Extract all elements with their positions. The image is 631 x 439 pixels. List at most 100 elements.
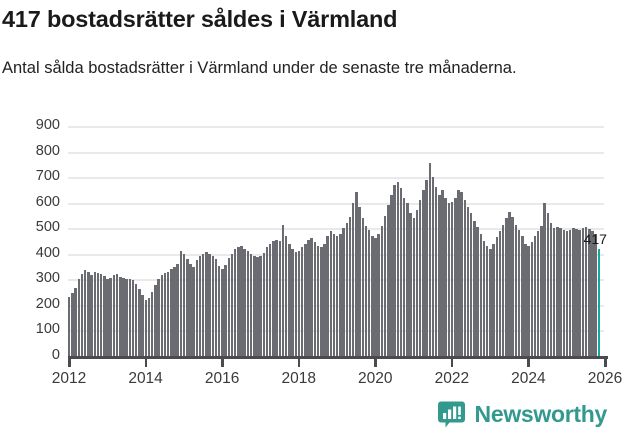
bar <box>138 289 141 356</box>
bar <box>198 255 202 356</box>
y-axis-tick-label: 500 <box>35 219 60 236</box>
bar <box>524 243 527 356</box>
x-axis-tick <box>144 358 148 367</box>
bar <box>345 223 349 356</box>
bar <box>588 228 591 356</box>
x-axis-line <box>68 356 608 359</box>
bar <box>556 226 559 356</box>
bar <box>591 230 594 356</box>
gridline <box>68 202 604 205</box>
bar <box>492 244 495 356</box>
bar <box>517 229 521 356</box>
bar <box>256 256 259 356</box>
bar <box>383 215 387 356</box>
bar <box>125 278 128 356</box>
bar <box>249 253 253 356</box>
bar <box>195 260 199 356</box>
bar <box>533 235 537 356</box>
x-axis-tick <box>221 358 224 367</box>
y-axis-tick-label: 700 <box>35 168 60 185</box>
bar <box>546 212 550 356</box>
bar <box>281 225 285 356</box>
bar <box>253 255 256 356</box>
bar <box>508 212 511 356</box>
bar <box>454 197 457 356</box>
bar <box>288 243 291 356</box>
bar <box>192 266 195 356</box>
bar-series <box>68 126 604 356</box>
bar <box>294 251 297 356</box>
bar <box>441 190 444 356</box>
bar <box>269 243 272 356</box>
bar <box>259 256 262 356</box>
bar-highlight <box>597 249 601 356</box>
x-axis-tick <box>68 358 71 367</box>
bar <box>594 233 597 356</box>
gridline <box>68 126 604 128</box>
page-title: 417 bostadsrätter såldes i Värmland <box>2 6 398 32</box>
bar <box>514 225 518 356</box>
bar <box>329 230 333 356</box>
bar <box>109 278 112 356</box>
bar <box>339 233 342 356</box>
bar <box>466 206 470 356</box>
bar <box>144 300 148 356</box>
x-axis-tick <box>297 358 301 367</box>
y-axis-tick-label: 800 <box>35 142 60 159</box>
bar <box>473 220 476 356</box>
bar <box>103 276 106 356</box>
x-axis-tick-label: 2024 <box>511 370 546 387</box>
bar <box>179 250 183 356</box>
bar <box>240 246 243 356</box>
bar <box>485 246 489 356</box>
bar <box>237 246 240 356</box>
bar <box>460 192 463 356</box>
bar <box>431 177 435 356</box>
bar <box>406 202 409 356</box>
x-axis-tick-label: 2022 <box>434 370 470 387</box>
bar <box>80 273 84 356</box>
x-axis-tick <box>527 358 530 367</box>
bar <box>275 239 278 356</box>
x-axis-tick-label: 2020 <box>358 370 393 387</box>
newsworthy-logo[interactable]: Newsworthy <box>437 400 607 429</box>
bar <box>278 241 282 356</box>
bar <box>489 248 492 356</box>
y-axis-tick-label: 600 <box>35 193 60 210</box>
bar <box>495 237 498 356</box>
bar <box>68 296 71 356</box>
bar <box>422 189 425 356</box>
bar <box>233 249 237 356</box>
bar <box>543 203 546 356</box>
bar <box>390 195 393 356</box>
bar <box>447 202 451 356</box>
bar <box>313 241 317 356</box>
bar <box>342 228 345 356</box>
bar <box>135 284 138 356</box>
bar <box>505 218 508 356</box>
highlight-value-label: 417 <box>583 231 607 248</box>
bar <box>170 269 173 356</box>
x-axis-tick <box>374 358 377 367</box>
bar <box>348 216 352 356</box>
bar <box>364 225 368 356</box>
bar <box>300 247 304 356</box>
bar <box>549 223 553 356</box>
bar <box>90 274 93 356</box>
bar <box>214 259 218 356</box>
bar <box>521 235 524 356</box>
bar <box>316 245 320 356</box>
bar <box>399 187 403 356</box>
x-axis-tick-label: 2016 <box>204 370 240 387</box>
gridline <box>68 228 604 231</box>
plot-region: 417 <box>68 126 607 356</box>
bar <box>272 241 275 356</box>
bar <box>584 226 588 356</box>
y-axis-tick-label: 900 <box>35 117 60 133</box>
bar <box>163 272 167 356</box>
bar <box>476 226 479 356</box>
bar <box>71 293 74 356</box>
y-axis-tick-label: 0 <box>51 347 60 363</box>
chart-subtitle: Antal sålda bostadsrätter i Värmland und… <box>2 59 517 77</box>
